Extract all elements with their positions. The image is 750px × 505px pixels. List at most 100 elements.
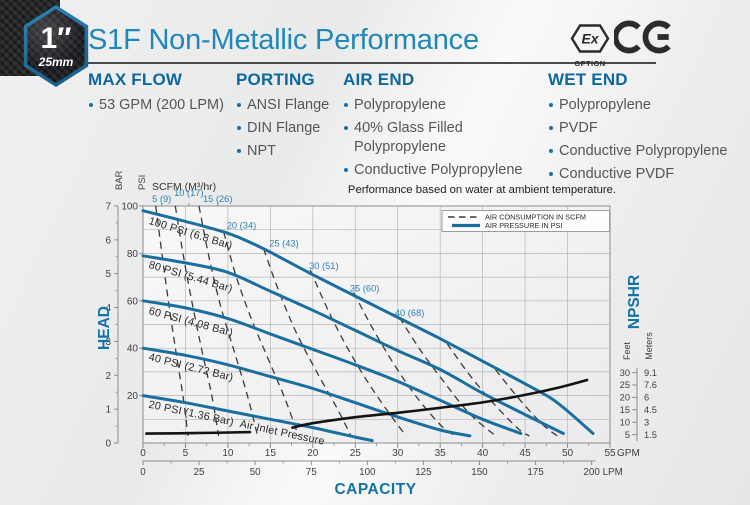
spec-column-porting: PORTING ANSI Flange DIN Flange NPT xyxy=(236,70,346,165)
meters-tick-label: 4.5 xyxy=(644,405,657,415)
lpm-tick-label: 50 xyxy=(250,467,261,478)
air-pressure-curve xyxy=(141,394,374,443)
lpm-tick-label: 175 xyxy=(527,467,544,478)
spec-item: DIN Flange xyxy=(236,119,346,138)
air-consumption-curve xyxy=(223,231,300,437)
spec-item-list: Polypropylene 40% Glass Filled Polypropyl… xyxy=(343,96,548,179)
gpm-tick-label: 55 xyxy=(604,448,616,459)
npshr-curve xyxy=(145,378,589,435)
scfm-top-label: 5 (9) xyxy=(152,194,171,204)
psi-tick-label: 100 xyxy=(121,202,138,213)
npshr-curve-segment xyxy=(291,378,589,429)
psi-tick-label: 20 xyxy=(127,391,139,402)
title-underline xyxy=(88,62,656,64)
feet-tick-label: 25 xyxy=(620,380,630,390)
performance-chart: 20 (34)25 (43)30 (51)35 (60)40 (68)100 P… xyxy=(96,170,657,498)
bar-axis-label: BAR xyxy=(114,170,125,190)
npshr-axis-title: NPSHR xyxy=(626,275,643,329)
svg-text:Ex: Ex xyxy=(581,31,599,47)
psi-tick-label: 80 xyxy=(127,249,139,260)
bar-tick-label: 1 xyxy=(105,405,111,416)
feet-tick-label: 20 xyxy=(620,393,630,403)
lpm-tick-label: 0 xyxy=(140,467,146,478)
scfm-top-label: 10 (17) xyxy=(174,188,203,198)
lpm-tick-label: 25 xyxy=(194,467,205,478)
scfm-curve-label: 30 (51) xyxy=(309,261,338,271)
gpm-tick-label: 35 xyxy=(435,448,447,459)
gpm-tick-label: 25 xyxy=(350,448,362,459)
meters-tick-label: 9.1 xyxy=(644,368,657,378)
bar-tick-label: 0 xyxy=(105,439,111,450)
feet-tick-label: 15 xyxy=(620,405,630,415)
air-consumption-curves: 20 (34) 25 (43) 30 (51) 35 (60) 40 (68) xyxy=(155,205,558,437)
npshr-curve-segment xyxy=(145,430,252,435)
gpm-tick-label: 10 xyxy=(222,448,234,459)
spec-item: 53 GPM (200 LPM) xyxy=(88,96,238,115)
spec-item-list: ANSI Flange DIN Flange NPT xyxy=(236,96,346,161)
gpm-tick-label: 45 xyxy=(520,448,532,459)
gpm-tick-label: 40 xyxy=(477,448,489,459)
spec-item: PVDF xyxy=(548,119,748,138)
atex-ex-icon: Ex xyxy=(570,24,610,53)
legend-label: AIR CONSUMPTION IN SCFM xyxy=(485,213,586,222)
spec-column-title: PORTING xyxy=(236,70,315,89)
bar-tick-label: 2 xyxy=(105,371,111,382)
spec-column-max-flow: MAX FLOW 53 GPM (200 LPM) xyxy=(88,70,238,119)
left-axis: 0 1 2 3 4 5 6 7 20 40 60 80 100 BAR PSI SCFM (M³/hr) HEA… xyxy=(96,170,216,449)
atex-option-caption: OPTION xyxy=(574,59,606,68)
air-consumption-curve xyxy=(398,317,499,437)
psi-tick-label: 60 xyxy=(127,296,139,307)
lpm-tick-label: 75 xyxy=(306,467,317,478)
air-consumption-curve xyxy=(353,292,456,437)
bar-tick-label: 4 xyxy=(105,303,111,314)
bar-tick-label: 6 xyxy=(105,235,111,246)
feet-tick-label: 10 xyxy=(620,417,630,427)
scfm-curve-label: 40 (68) xyxy=(395,308,424,318)
air-consumption-curve xyxy=(174,205,220,437)
spec-column-title: WET END xyxy=(548,70,628,89)
spec-item: Polypropylene xyxy=(548,96,748,115)
air-pressure-curve xyxy=(141,299,523,435)
legend-label: AIR PRESSURE IN PSI xyxy=(485,221,562,230)
meters-tick-label: 6 xyxy=(644,393,649,403)
meters-tick-label: 7.6 xyxy=(644,380,657,390)
psi-axis-label: PSI xyxy=(137,175,148,190)
spec-item: Conductive PVDF xyxy=(548,165,748,184)
badge-metric-label: 25mm xyxy=(38,54,74,69)
page-title: S1F Non-Metallic Performance xyxy=(88,24,479,56)
air-consumption-curve xyxy=(155,205,189,436)
chart-note: Performance based on water at ambient te… xyxy=(348,184,616,196)
spec-item-list: 53 GPM (200 LPM) xyxy=(88,96,238,115)
lpm-tick-label: 125 xyxy=(415,467,432,478)
feet-label: Feet xyxy=(622,341,632,360)
spec-item: 40% Glass Filled Polypropylene xyxy=(343,119,548,157)
meters-tick-label: 3 xyxy=(644,417,649,427)
spec-column-air-end: AIR END Polypropylene 40% Glass Filled Pol… xyxy=(343,70,548,183)
gpm-tick-label: 20 xyxy=(307,448,319,459)
atex-ex-mark: Ex OPTION xyxy=(570,24,610,68)
scfm-curve-label: 25 (43) xyxy=(269,238,298,248)
air-consumption-curve xyxy=(198,205,259,437)
scfm-top-label: 15 (26) xyxy=(203,194,232,204)
meters-label: Meters xyxy=(644,332,654,360)
spec-column-wet-end: WET END Polypropylene PVDF Conductive Polyp… xyxy=(548,70,748,187)
spec-column-title: MAX FLOW xyxy=(88,70,183,89)
gpm-tick-label: 5 xyxy=(183,448,189,459)
certification-marks: Ex OPTION xyxy=(570,20,690,68)
spec-column-title: AIR END xyxy=(343,70,415,89)
size-badge-inner: 1″ 25mm xyxy=(27,9,85,83)
air-consumption-curve xyxy=(494,369,558,437)
spec-item-list: Polypropylene PVDF Conductive Polypropylen… xyxy=(548,96,748,183)
scfm-axis-label: SCFM (M³/hr) xyxy=(152,181,216,193)
capacity-axis-title: CAPACITY xyxy=(334,481,416,498)
npshr-axis: NPSHR Feet Meters 30 9.1 25 7.6 20 6 15 4.5 10 3 5 1.5 xyxy=(620,275,657,441)
spec-item: ANSI Flange xyxy=(236,96,346,115)
spec-item: Polypropylene xyxy=(343,96,548,115)
ce-mark xyxy=(612,20,674,59)
bar-tick-label: 3 xyxy=(105,337,111,348)
spec-item: Conductive Polypropylene xyxy=(343,161,548,180)
badge-size-label: 1″ xyxy=(40,21,72,55)
air-pressure-curve xyxy=(141,209,595,435)
scfm-curve-label: 35 (60) xyxy=(350,283,379,293)
